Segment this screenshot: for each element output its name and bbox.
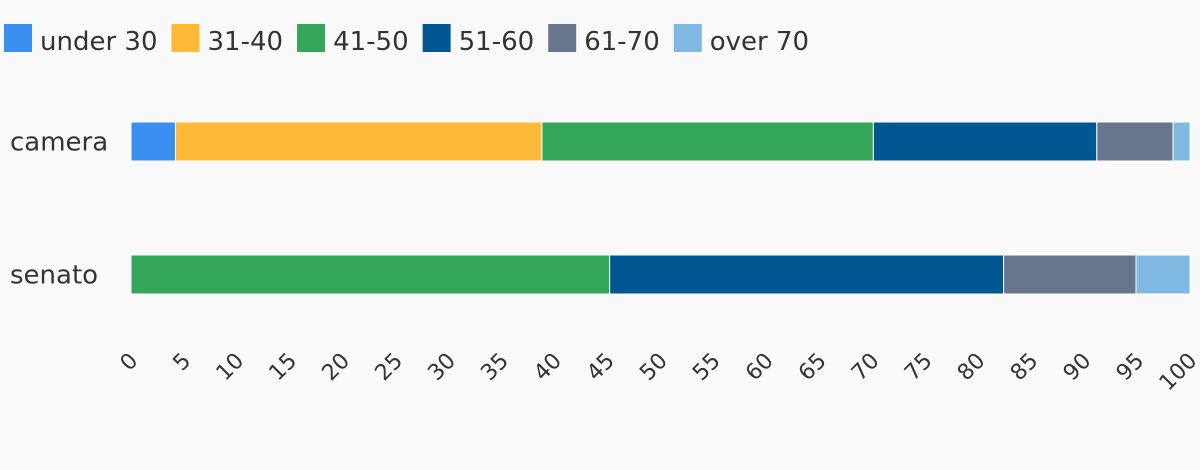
bar-camera-51-60[interactable] [872, 121, 1098, 162]
bar-camera-41-50[interactable] [541, 121, 874, 162]
x-tick-label-50: 50 [635, 349, 672, 386]
x-tick-label-45: 45 [582, 349, 619, 386]
legend-label-over-70: over 70 [710, 27, 809, 57]
x-tick-label-75: 75 [900, 349, 937, 386]
legend-label-61-70: 61-70 [584, 27, 660, 57]
x-tick-label-0: 0 [116, 349, 144, 377]
x-tick-label-40: 40 [529, 349, 566, 386]
legend-label-31-40: 31-40 [208, 27, 284, 57]
legend: under 30 31-40 41-50 51-60 61-70 over 70 [4, 24, 809, 57]
x-tick-label-55: 55 [688, 349, 725, 386]
x-tick-label-15: 15 [265, 349, 302, 386]
legend-swatch-41-50 [297, 24, 326, 52]
bar-senato-41-50[interactable] [130, 254, 611, 295]
category-label-senato: senato [10, 261, 98, 291]
x-tick-label-80: 80 [953, 349, 990, 386]
bars [130, 121, 1191, 295]
bar-senato-over-70[interactable] [1135, 254, 1191, 295]
bar-senato-51-60[interactable] [609, 254, 1005, 295]
x-tick-label-10: 10 [212, 349, 249, 386]
x-tick-label-25: 25 [371, 349, 408, 386]
bar-camera-31-40[interactable] [174, 121, 543, 162]
x-axis: 0 5 10 15 20 25 30 35 40 45 50 55 60 65 70 75 80 85 90 95 10… [116, 349, 1200, 396]
legend-label-51-60: 51-60 [459, 27, 535, 57]
legend-swatch-61-70 [548, 24, 577, 52]
bar-camera-61-70[interactable] [1096, 121, 1174, 162]
category-label-camera: camera [10, 128, 108, 158]
bar-camera-over-70[interactable] [1172, 121, 1191, 162]
x-tick-label-35: 35 [476, 349, 513, 386]
bar-senato-61-70[interactable] [1003, 254, 1137, 295]
x-tick-label-95: 95 [1112, 349, 1149, 386]
x-tick-label-65: 65 [794, 349, 831, 386]
x-tick-label-5: 5 [169, 349, 197, 377]
legend-label-41-50: 41-50 [333, 27, 409, 57]
x-tick-label-30: 30 [423, 349, 460, 386]
legend-label-under-30: under 30 [40, 27, 158, 57]
x-tick-label-100: 100 [1155, 349, 1200, 396]
category-labels: camera senato [10, 128, 108, 291]
x-tick-label-85: 85 [1006, 349, 1043, 386]
x-tick-label-20: 20 [318, 349, 355, 386]
x-tick-label-70: 70 [847, 349, 884, 386]
legend-swatch-51-60 [422, 24, 451, 52]
legend-swatch-under-30 [4, 24, 32, 52]
legend-swatch-over-70 [673, 24, 702, 52]
x-tick-label-60: 60 [741, 349, 778, 386]
bar-camera-under-30[interactable] [130, 121, 176, 162]
x-tick-label-90: 90 [1059, 349, 1096, 386]
legend-swatch-31-40 [171, 24, 200, 52]
